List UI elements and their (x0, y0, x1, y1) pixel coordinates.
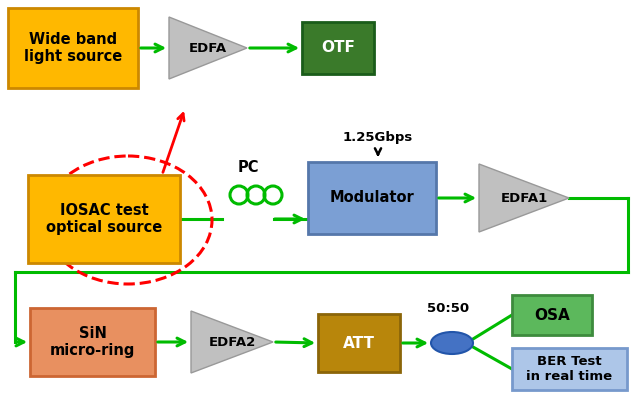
Bar (512, 295, 592, 335)
Text: 50:50: 50:50 (427, 301, 469, 314)
Text: EDFA2: EDFA2 (209, 336, 255, 349)
Text: SiN
micro-ring: SiN micro-ring (50, 326, 135, 358)
Text: OSA: OSA (534, 307, 570, 323)
Text: Wide band
light source: Wide band light source (24, 32, 122, 64)
Text: IOSAC test
optical source: IOSAC test optical source (46, 203, 162, 235)
Ellipse shape (431, 332, 473, 354)
Bar (308, 162, 436, 234)
Text: 1.25Gbps: 1.25Gbps (343, 132, 413, 145)
Text: PC: PC (237, 160, 259, 176)
Polygon shape (191, 311, 273, 373)
Bar (28, 175, 180, 263)
Bar (8, 8, 138, 88)
Bar (302, 22, 374, 74)
Bar (318, 314, 400, 372)
Polygon shape (479, 164, 569, 232)
Text: EDFA1: EDFA1 (500, 191, 548, 204)
Bar (30, 308, 155, 376)
Text: BER Test
in real time: BER Test in real time (527, 355, 612, 383)
Polygon shape (169, 17, 247, 79)
Text: EDFA: EDFA (189, 42, 227, 55)
Text: OTF: OTF (321, 40, 355, 55)
Bar (512, 348, 627, 390)
Text: ATT: ATT (343, 336, 375, 351)
Text: Modulator: Modulator (330, 191, 414, 206)
